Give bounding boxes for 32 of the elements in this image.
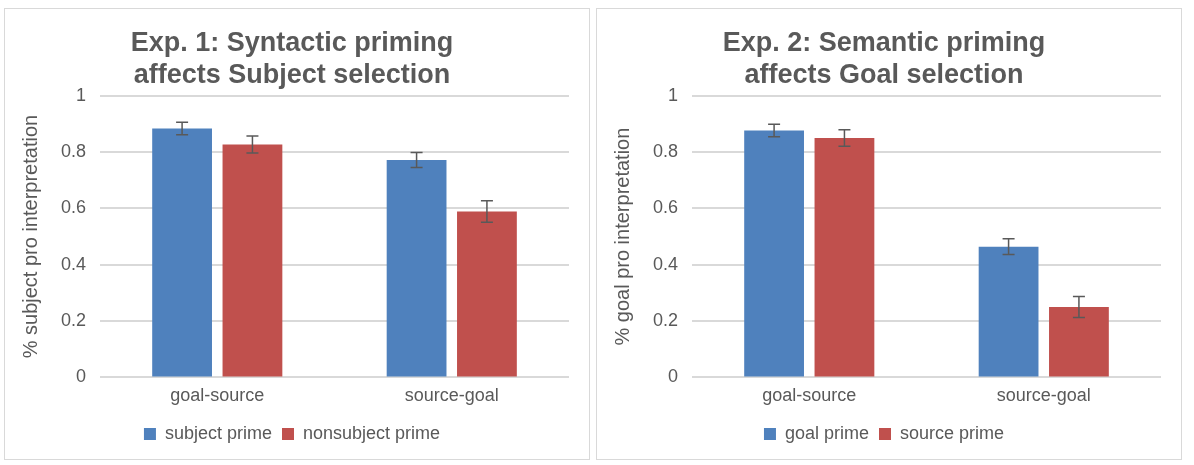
y-tick-label: 0.2 [60, 310, 87, 331]
bar [457, 211, 517, 377]
y-tick-label: 0.6 [652, 197, 679, 218]
legend-label: source prime [900, 422, 1005, 443]
y-tick-label: 0.6 [60, 197, 87, 218]
bar [222, 144, 283, 377]
legend-label: nonsubject prime [302, 422, 441, 443]
y-tick-label: 1 [668, 84, 679, 105]
y-axis-title: % subject pro interpretation [18, 114, 41, 359]
y-tick-label: 1 [76, 84, 87, 105]
bar [978, 246, 1039, 377]
y-tick-label: 0 [76, 366, 87, 387]
y-axis-title: % goal pro interpretation [610, 127, 633, 346]
x-tick-label: source-goal [404, 385, 499, 406]
x-tick-label: source-goal [996, 385, 1091, 406]
x-tick-label: goal-source [762, 385, 857, 406]
bar [1049, 307, 1109, 377]
chart-title: Exp. 1: Syntactic priming affects Subject selection [130, 26, 454, 90]
y-tick-label: 0.2 [652, 310, 679, 331]
y-tick-label: 0.4 [60, 253, 87, 274]
y-tick-label: 0 [668, 366, 679, 387]
legend-label: goal prime [784, 422, 870, 443]
bar [386, 160, 447, 377]
chart-title: Exp. 2: Semantic priming affects Goal selection [722, 26, 1046, 90]
y-tick-label: 0.8 [60, 141, 87, 162]
bar [744, 130, 804, 377]
bar [152, 128, 212, 377]
legend-label: subject prime [164, 422, 272, 443]
y-tick-label: 0.8 [652, 141, 679, 162]
x-tick-label: goal-source [170, 385, 265, 406]
bar [814, 138, 875, 377]
y-tick-label: 0.4 [652, 253, 679, 274]
